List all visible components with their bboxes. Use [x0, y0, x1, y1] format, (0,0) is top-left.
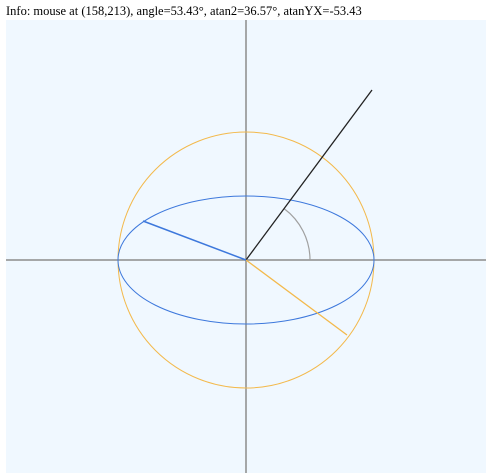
geometry-canvas[interactable] [6, 20, 486, 473]
geometry-svg[interactable] [6, 20, 486, 473]
info-readout: Info: mouse at (158,213), angle=53.43°, … [6, 4, 362, 19]
